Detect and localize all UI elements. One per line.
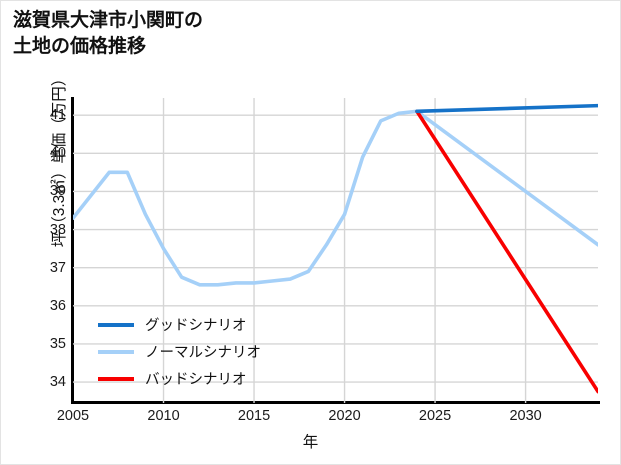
legend-item[interactable]: バッドシナリオ xyxy=(98,365,298,392)
x-tick-label: 2020 xyxy=(328,408,361,424)
y-tick-label: 35 xyxy=(49,335,66,352)
y-tick-label: 34 xyxy=(49,374,66,391)
legend-color-swatch xyxy=(98,349,134,354)
y-tick-label: 41 xyxy=(49,107,66,124)
y-tick-label: 36 xyxy=(49,297,66,314)
page-title: 滋賀県大津市小関町の 土地の価格推移 xyxy=(13,10,204,58)
x-axis-line xyxy=(71,401,600,404)
y-tick-label: 37 xyxy=(49,259,66,276)
plot-area xyxy=(73,98,598,403)
legend-item-label: ノーマルシナリオ xyxy=(145,345,261,361)
legend-item[interactable]: グッドシナリオ xyxy=(98,311,298,338)
y-axis-tick-labels: 34 35 36 37 38 39 40 41 xyxy=(0,0,66,465)
series-line xyxy=(415,109,598,394)
series-line xyxy=(415,103,598,114)
legend-item-label: グッドシナリオ xyxy=(145,318,247,334)
x-axis-title: 年 xyxy=(302,434,319,451)
series-line xyxy=(73,109,598,287)
y-axis-title: 坪（3.3㎡）単価（万円） xyxy=(51,70,68,248)
legend-color-swatch xyxy=(98,322,134,327)
y-tick-label: 39 xyxy=(49,183,66,200)
x-tick-label: 2015 xyxy=(237,408,271,424)
x-tick-label: 2030 xyxy=(509,408,542,424)
x-tick-label: 2010 xyxy=(147,408,180,424)
legend-color-swatch xyxy=(98,376,134,381)
legend-item[interactable]: ノーマルシナリオ xyxy=(98,338,298,365)
y-tick-label: 40 xyxy=(49,145,66,162)
legend-item-label: バッドシナリオ xyxy=(145,372,247,388)
chart-legend: グッドシナリオ ノーマルシナリオ バッドシナリオ xyxy=(98,311,298,392)
horizontal-gridlines xyxy=(73,114,598,383)
vertical-gridlines xyxy=(162,98,527,403)
x-tick-label: 2005 xyxy=(56,408,90,424)
y-axis-line xyxy=(71,97,74,404)
data-series-layer xyxy=(73,103,598,394)
x-tick-label: 2025 xyxy=(418,408,452,424)
y-tick-label: 38 xyxy=(49,221,66,238)
chart-svg xyxy=(73,98,598,403)
